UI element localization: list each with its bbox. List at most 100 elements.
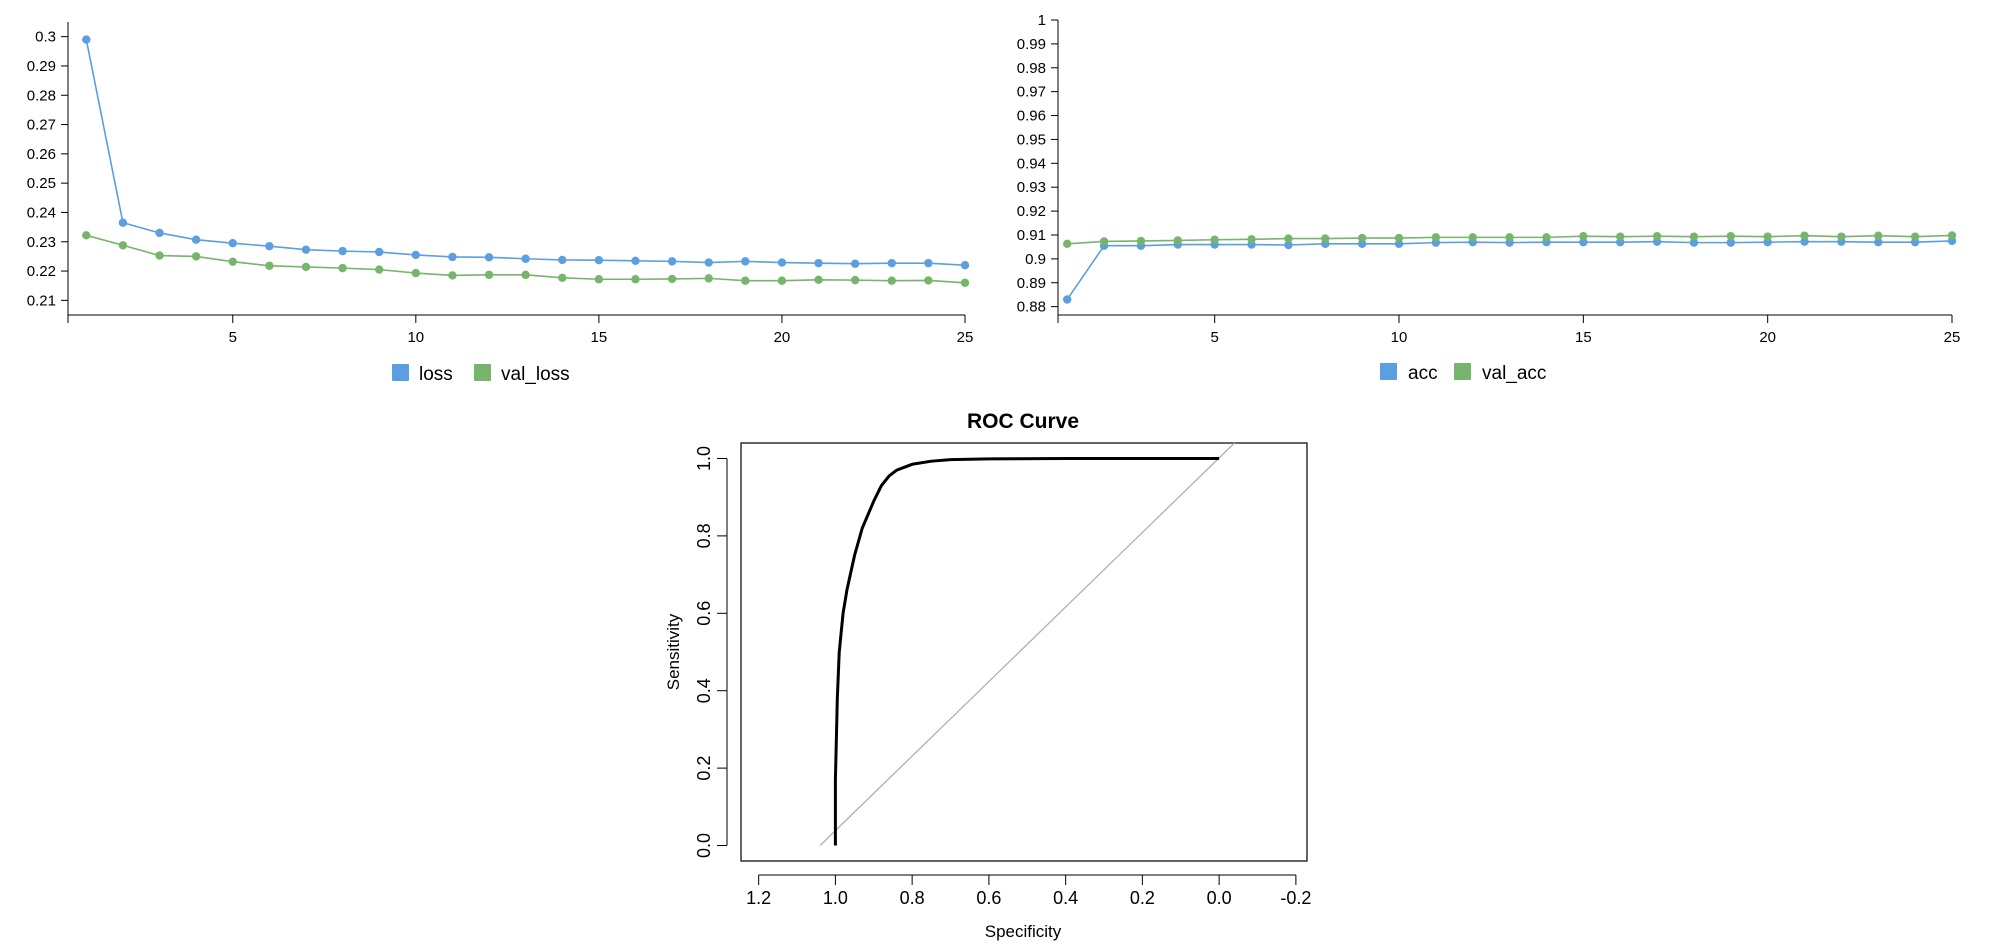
- roc-chart: ROC Curve 0.00.20.40.60.81.0 1.2 1.0 0.8 0.…: [664, 410, 1311, 941]
- loss-chart: 0.210.220.230.240.250.260.270.280.290.3 …: [27, 22, 974, 385]
- data-point-acc: [1284, 240, 1293, 250]
- data-point-loss: [777, 258, 787, 267]
- y-tick-label: 0.22: [27, 263, 56, 280]
- data-point-val-acc: [1099, 237, 1109, 246]
- y-tick-label: 0.88: [1017, 299, 1046, 316]
- data-point-val-loss: [448, 271, 457, 280]
- data-point-val-acc: [1579, 231, 1588, 241]
- roc-plot-frame: [740, 442, 1308, 862]
- data-point-loss: [191, 235, 201, 244]
- data-point-loss: [228, 239, 237, 248]
- data-point-loss: [741, 257, 750, 266]
- y-tick-label: 0.93: [1017, 179, 1046, 196]
- data-point-val-loss: [631, 275, 640, 284]
- x-tick-label: 25: [957, 329, 974, 346]
- legend-swatch-val-loss: [474, 364, 491, 381]
- y-tick-label: 0.23: [27, 234, 56, 251]
- data-point-val-loss: [521, 270, 530, 280]
- data-point-val-acc: [1910, 232, 1920, 241]
- x-tick-label: 20: [774, 329, 791, 346]
- data-point-val-loss: [301, 262, 311, 272]
- roc-y-tick-label: 0.8: [694, 523, 714, 548]
- roc-y-tick-label: 0.6: [694, 601, 714, 626]
- loss-chart-x-axis: 5 10 15 20 25: [67, 314, 974, 346]
- data-point-loss: [411, 250, 421, 260]
- data-point-val-loss: [191, 252, 201, 261]
- x-tick-label: 5: [1211, 329, 1219, 346]
- loss-chart-y-axis: 0.21 0.22 0.23 0.24 0.25 0.26 0.27 0.28 0.29 0.3: [27, 22, 69, 315]
- data-point-loss: [118, 218, 128, 227]
- x-tick-label: 20: [1759, 329, 1776, 346]
- data-point-val-loss: [850, 275, 860, 285]
- data-point-val-acc: [1505, 233, 1514, 242]
- y-tick-label: 0.28: [27, 87, 56, 104]
- data-point-loss: [301, 245, 311, 254]
- accuracy-chart-y-axis: 0.88 0.89 0.9 0.91 0.92 0.93 0.94 0.95 0.96 0.97 0…: [1017, 12, 1059, 316]
- data-point-val-loss: [411, 268, 421, 278]
- data-point-val-loss: [375, 265, 384, 274]
- y-tick-label: 0.99: [1017, 36, 1046, 53]
- data-point-loss: [667, 257, 677, 266]
- series-line-acc: [1066, 240, 1953, 300]
- data-point-val-acc: [1652, 231, 1662, 241]
- roc-y-tick-label: 0.4: [694, 678, 714, 703]
- x-tick-label: 15: [591, 329, 608, 346]
- legend-swatch-acc: [1380, 363, 1397, 380]
- roc-reference-diagonal: [819, 442, 1235, 846]
- y-tick-label: 0.21: [27, 292, 56, 309]
- y-tick-label: 0.95: [1017, 131, 1046, 148]
- x-tick-label: 25: [1944, 329, 1961, 346]
- x-tick-label: 15: [1575, 329, 1592, 346]
- data-point-loss: [887, 258, 896, 268]
- y-tick-label: 0.97: [1017, 84, 1046, 101]
- roc-chart-title: ROC Curve: [967, 410, 1079, 433]
- y-tick-label: 0.98: [1017, 60, 1046, 77]
- roc-x-tick-label: 1.0: [823, 888, 848, 908]
- y-tick-label: 0.26: [27, 146, 56, 163]
- roc-y-tick-label: 1.0: [694, 446, 714, 471]
- x-tick-label: 5: [229, 329, 237, 346]
- roc-x-tick-label: 0.6: [976, 888, 1001, 908]
- y-tick-label: 0.9: [1025, 251, 1046, 268]
- data-point-acc: [1689, 238, 1699, 247]
- data-point-val-loss: [594, 275, 604, 284]
- roc-curve: [833, 456, 1220, 846]
- data-point-loss: [850, 259, 860, 268]
- legend-swatch-val-acc: [1454, 363, 1471, 380]
- loss-chart-legend: loss val_loss: [392, 364, 570, 385]
- data-point-val-loss: [814, 275, 823, 285]
- y-tick-label: 0.91: [1017, 227, 1046, 244]
- data-point-val-acc: [1394, 233, 1404, 243]
- data-point-val-acc: [1284, 234, 1293, 243]
- data-point-val-acc: [1173, 236, 1183, 245]
- roc-y-tick-label: 0.0: [694, 833, 714, 858]
- data-point-val-acc: [1837, 232, 1846, 241]
- roc-x-tick-label: -0.2: [1280, 888, 1311, 908]
- data-point-loss: [375, 247, 384, 257]
- roc-y-axis: 0.0 0.2 0.4 0.6 0.8 1.0: [694, 446, 728, 858]
- data-point-acc: [1726, 238, 1736, 247]
- y-tick-label: 0.3: [35, 29, 56, 46]
- data-point-val-loss: [82, 231, 91, 240]
- data-point-val-acc: [1431, 233, 1441, 242]
- data-point-loss: [960, 260, 970, 270]
- legend-label-loss: loss: [419, 364, 453, 385]
- accuracy-chart-x-axis: 5 10 15 20 25: [1057, 314, 1961, 346]
- data-point-loss: [558, 255, 567, 265]
- accuracy-chart-series: [1063, 231, 1957, 304]
- data-point-val-acc: [1542, 233, 1551, 242]
- y-tick-label: 0.89: [1017, 275, 1046, 292]
- data-point-val-loss: [265, 261, 274, 270]
- data-point-val-loss: [741, 276, 750, 285]
- data-point-acc: [1579, 237, 1588, 247]
- accuracy-chart-legend: acc val_acc: [1380, 363, 1546, 384]
- roc-x-tick-label: 0.2: [1130, 888, 1155, 908]
- data-point-loss: [265, 241, 274, 251]
- data-point-val-acc: [1616, 232, 1625, 241]
- data-point-acc: [1800, 237, 1809, 246]
- data-point-loss: [448, 252, 457, 262]
- legend-label-val-acc: val_acc: [1482, 363, 1546, 384]
- data-point-val-loss: [228, 257, 237, 266]
- data-point-loss: [82, 35, 91, 44]
